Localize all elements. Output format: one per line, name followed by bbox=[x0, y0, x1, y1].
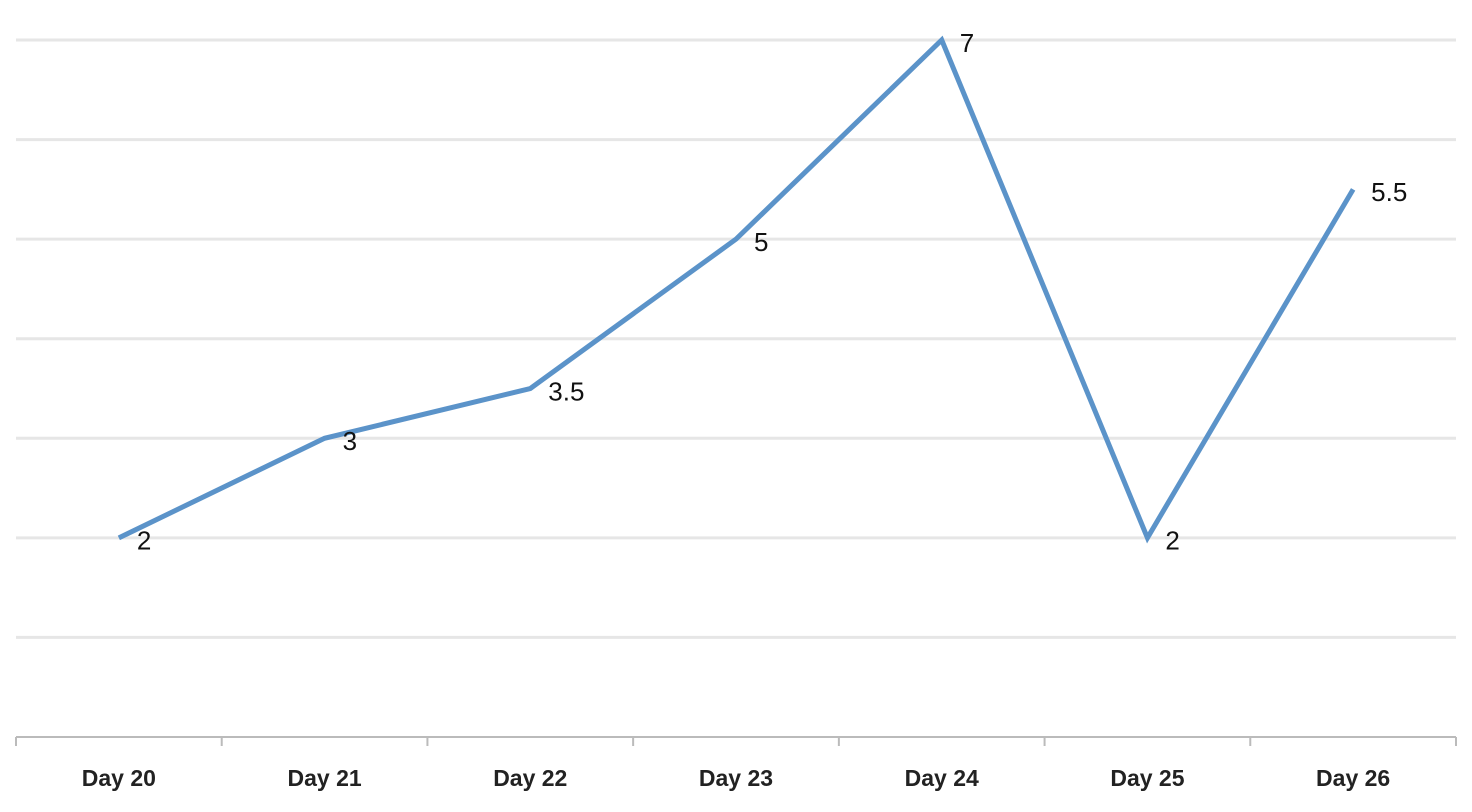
x-tick-label: Day 20 bbox=[82, 765, 156, 791]
x-tick-label: Day 22 bbox=[493, 765, 567, 791]
data-label: 7 bbox=[960, 28, 974, 58]
data-label: 2 bbox=[137, 526, 151, 556]
data-label: 3 bbox=[343, 426, 357, 456]
data-label: 5 bbox=[754, 227, 768, 257]
data-label: 2 bbox=[1165, 526, 1179, 556]
x-tick-label: Day 23 bbox=[699, 765, 773, 791]
x-tick-label: Day 21 bbox=[287, 765, 361, 791]
data-label: 5.5 bbox=[1371, 177, 1407, 207]
line-series bbox=[117, 35, 1356, 544]
x-tick-label: Day 25 bbox=[1110, 765, 1184, 791]
x-tick-label: Day 24 bbox=[905, 765, 979, 791]
data-label: 3.5 bbox=[548, 376, 584, 406]
x-tick-label: Day 26 bbox=[1316, 765, 1390, 791]
